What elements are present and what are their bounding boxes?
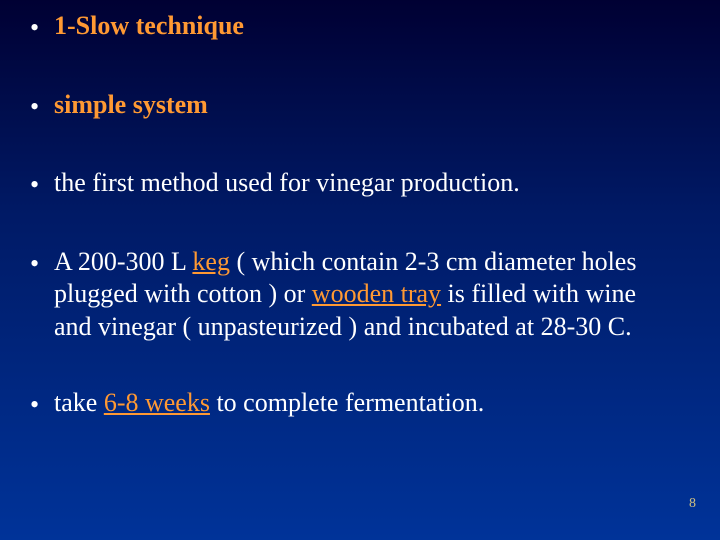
text-segment: the first method used for vinegar produc… <box>54 168 520 197</box>
bullet-dot: • <box>30 89 54 124</box>
bullet-4: • A 200-300 L keg ( which contain 2-3 cm… <box>30 246 680 344</box>
bullet-5: • take 6-8 weeks to complete fermentatio… <box>30 387 680 422</box>
bullet-3: • the first method used for vinegar prod… <box>30 167 680 202</box>
text-segment: to complete fermentation. <box>210 388 484 417</box>
bullet-text: 1-Slow technique <box>54 10 244 43</box>
spacer <box>30 343 680 387</box>
page-number: 8 <box>689 496 696 512</box>
text-segment: A 200-300 L <box>54 247 192 276</box>
text-segment: take <box>54 388 104 417</box>
bullet-text: A 200-300 L keg ( which contain 2-3 cm d… <box>54 246 680 344</box>
bullet-dot: • <box>30 167 54 202</box>
slide: • 1-Slow technique • simple system • the… <box>0 0 720 540</box>
text-segment: wooden tray <box>312 279 441 308</box>
bullet-text: take 6-8 weeks to complete fermentation. <box>54 387 484 420</box>
bullet-1: • 1-Slow technique <box>30 10 680 45</box>
spacer <box>30 123 680 167</box>
text-segment: 6-8 weeks <box>104 388 210 417</box>
text-segment: simple system <box>54 90 208 119</box>
bullet-text: simple system <box>54 89 208 122</box>
bullet-dot: • <box>30 246 54 281</box>
spacer <box>30 202 680 246</box>
spacer <box>30 45 680 89</box>
bullet-dot: • <box>30 10 54 45</box>
text-segment: keg <box>192 247 230 276</box>
bullet-2: • simple system <box>30 89 680 124</box>
bullet-text: the first method used for vinegar produc… <box>54 167 520 200</box>
bullet-dot: • <box>30 387 54 422</box>
text-segment: 1-Slow technique <box>54 11 244 40</box>
